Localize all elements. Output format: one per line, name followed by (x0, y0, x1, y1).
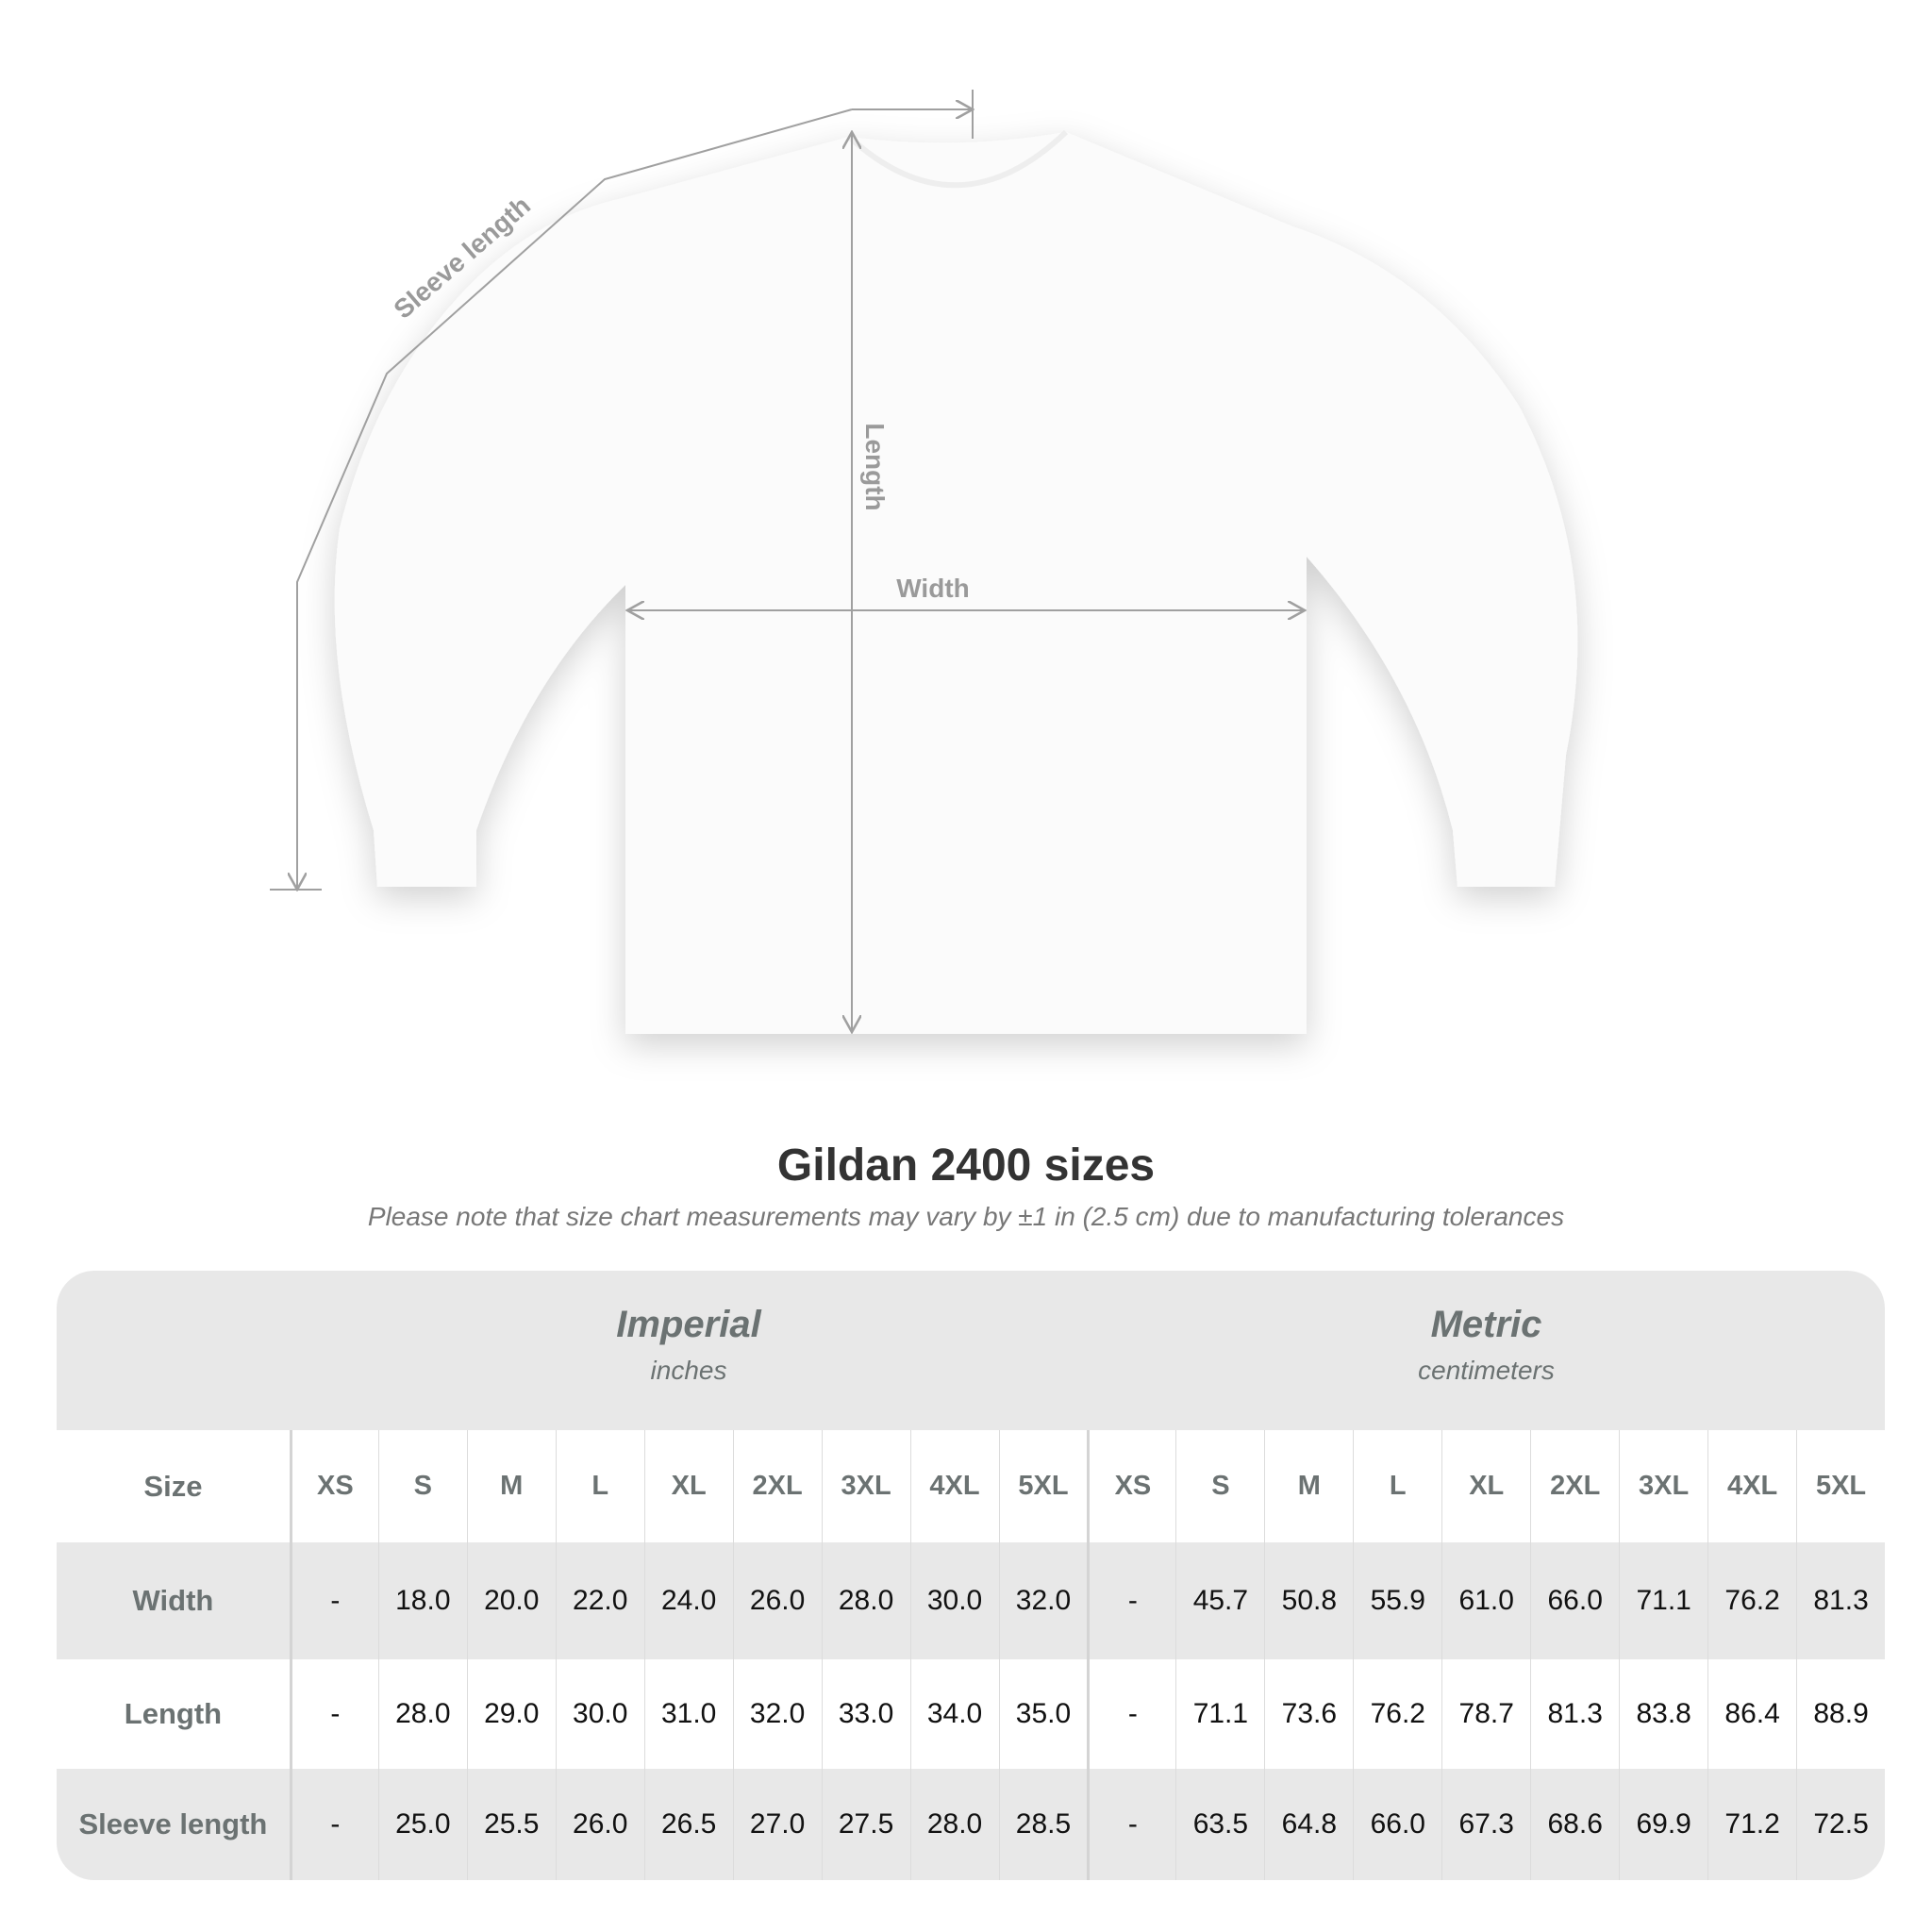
metric-value-cell: 66.0 (1530, 1542, 1619, 1659)
size-column-header: 4XL (1707, 1430, 1796, 1542)
imperial-value-cell: 32.0 (998, 1542, 1088, 1659)
imperial-value-cell: 32.0 (732, 1659, 822, 1769)
size-column-header: L (555, 1430, 644, 1542)
metric-value-cell: 83.8 (1619, 1659, 1707, 1769)
metric-value-cell: 76.2 (1707, 1542, 1796, 1659)
imperial-value-cell: 25.5 (466, 1769, 556, 1880)
metric-unit: centimeters (1418, 1356, 1555, 1385)
metric-value-cell: 86.4 (1707, 1659, 1796, 1769)
imperial-value-cell: 18.0 (377, 1542, 467, 1659)
metric-value-cell: 45.7 (1175, 1542, 1264, 1659)
metric-value-cell: 81.3 (1530, 1659, 1619, 1769)
metric-value-cell: 71.1 (1175, 1659, 1264, 1769)
size-column-header: 2XL (1530, 1430, 1619, 1542)
size-column-header: S (377, 1430, 467, 1542)
imperial-value-cell: 25.0 (377, 1769, 467, 1880)
metric-value-cell: 73.6 (1264, 1659, 1353, 1769)
metric-title: Metric (1430, 1304, 1542, 1345)
table-row: Length -28.0 29.0 30.0 31.0 32.0 33.0 34.0 35.0-… (57, 1659, 1885, 1769)
metric-value-cell: 61.0 (1441, 1542, 1530, 1659)
metric-value-cell: 64.8 (1264, 1769, 1353, 1880)
size-column-header: 4XL (909, 1430, 999, 1542)
size-column-header: 5XL (1796, 1430, 1885, 1542)
metric-value-cell: 78.7 (1441, 1659, 1530, 1769)
metric-value-cell: 71.1 (1619, 1542, 1707, 1659)
metric-value-cell: 66.0 (1353, 1769, 1441, 1880)
size-column-header: 3XL (821, 1430, 910, 1542)
metric-value-cell: 69.9 (1619, 1769, 1707, 1880)
imperial-value-cell: 27.0 (732, 1769, 822, 1880)
size-column-header: M (466, 1430, 556, 1542)
imperial-value-cell: 28.0 (909, 1769, 999, 1880)
long-sleeve-shirt-image (334, 132, 1578, 1034)
imperial-value-cell: 35.0 (998, 1659, 1088, 1769)
imperial-value-cell: 20.0 (466, 1542, 556, 1659)
size-column-header: XS (1087, 1430, 1175, 1542)
tolerance-note: Please note that size chart measurements… (367, 1202, 1565, 1231)
row-label: Sleeve length (78, 1807, 268, 1840)
size-chart-table: Imperial inches Metric centimeters Size X… (57, 1271, 1885, 1880)
size-column-header: 5XL (998, 1430, 1088, 1542)
imperial-value-cell: 24.0 (643, 1542, 733, 1659)
metric-header: Metric centimeters (1088, 1271, 1885, 1430)
size-label: Size (143, 1469, 203, 1503)
metric-value-cell: 67.3 (1441, 1769, 1530, 1880)
metric-value-cell: 68.6 (1530, 1769, 1619, 1880)
size-column-header: XS (289, 1430, 378, 1542)
table-row: Width -18.0 20.0 22.0 24.0 26.0 28.0 30.0 32.0-4… (57, 1542, 1885, 1659)
imperial-value-cell: - (289, 1542, 378, 1659)
imperial-value-cell: 28.0 (821, 1542, 910, 1659)
imperial-value-cell: 26.5 (643, 1769, 733, 1880)
metric-value-cell: - (1087, 1659, 1175, 1769)
imperial-value-cell: 30.0 (909, 1542, 999, 1659)
imperial-value-cell: 22.0 (555, 1542, 644, 1659)
unit-header-band (57, 1271, 1885, 1430)
imperial-value-cell: 34.0 (909, 1659, 999, 1769)
size-column-header: XL (643, 1430, 733, 1542)
imperial-value-cell: 26.0 (555, 1769, 644, 1880)
metric-value-cell: - (1087, 1542, 1175, 1659)
row-label: Width (132, 1584, 214, 1617)
metric-value-cell: 88.9 (1796, 1659, 1885, 1769)
imperial-value-cell: 29.0 (466, 1659, 556, 1769)
imperial-value-cell: 31.0 (643, 1659, 733, 1769)
metric-value-cell: 76.2 (1353, 1659, 1441, 1769)
metric-value-cell: 55.9 (1353, 1542, 1441, 1659)
imperial-value-cell: 28.0 (377, 1659, 467, 1769)
imperial-value-cell: 27.5 (821, 1769, 910, 1880)
imperial-unit: inches (650, 1356, 727, 1385)
length-label: Length (860, 423, 890, 510)
width-label: Width (896, 574, 970, 603)
imperial-header: Imperial inches (290, 1271, 1088, 1430)
size-column-header: XL (1441, 1430, 1530, 1542)
table-row: Sleeve length -25.0 25.5 26.0 26.5 27.0 27.5 28… (57, 1769, 1885, 1880)
imperial-value-cell: 28.5 (998, 1769, 1088, 1880)
imperial-value-cell: 26.0 (732, 1542, 822, 1659)
metric-value-cell: 81.3 (1796, 1542, 1885, 1659)
imperial-title: Imperial (616, 1304, 761, 1345)
row-label: Length (124, 1697, 223, 1730)
size-column-header: 3XL (1619, 1430, 1707, 1542)
metric-value-cell: 50.8 (1264, 1542, 1353, 1659)
size-column-header: M (1264, 1430, 1353, 1542)
metric-value-cell: 71.2 (1707, 1769, 1796, 1880)
size-header-row: Size XS S M L XL 2XL 3XL 4XL 5XL XS S M L XL 2XL 3XL 4XL 5… (57, 1430, 1885, 1542)
imperial-value-cell: 33.0 (821, 1659, 910, 1769)
imperial-value-cell: - (289, 1769, 378, 1880)
size-column-header: S (1175, 1430, 1264, 1542)
page-title: Gildan 2400 sizes (776, 1141, 1156, 1191)
metric-value-cell: 63.5 (1175, 1769, 1264, 1880)
metric-value-cell: - (1087, 1769, 1175, 1880)
shirt-size-diagram: Sleeve length Length Width (270, 90, 1578, 1034)
imperial-value-cell: - (289, 1659, 378, 1769)
metric-value-cell: 72.5 (1796, 1769, 1885, 1880)
sleeve-length-measure (270, 90, 973, 890)
size-column-header: L (1353, 1430, 1441, 1542)
imperial-value-cell: 30.0 (555, 1659, 644, 1769)
size-column-header: 2XL (732, 1430, 822, 1542)
